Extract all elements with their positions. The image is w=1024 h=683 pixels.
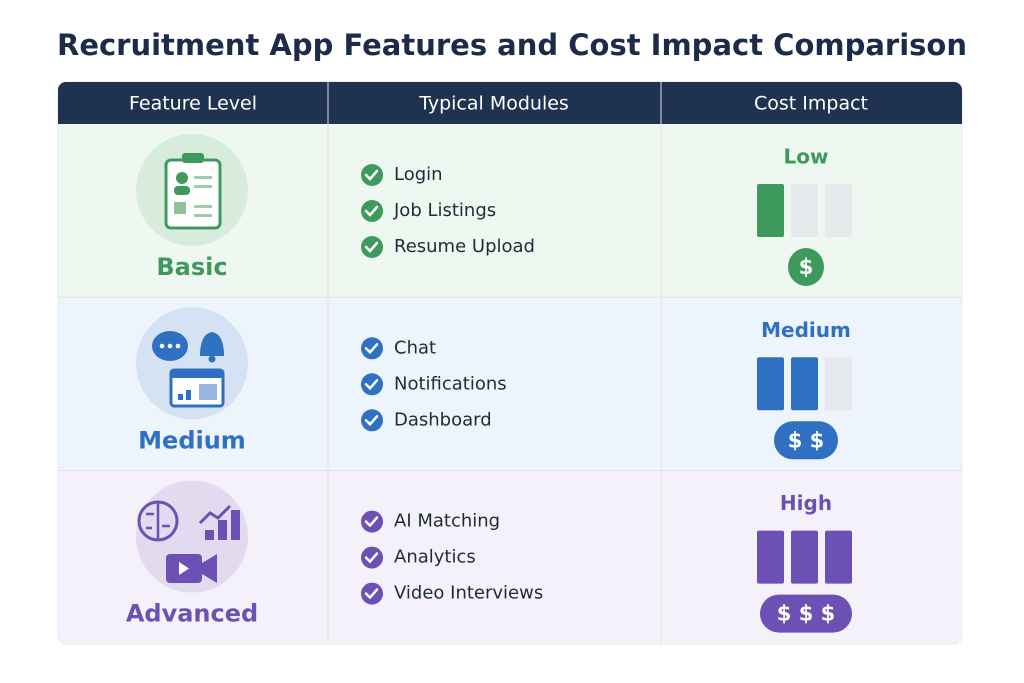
cost-bar-empty xyxy=(825,357,852,411)
cost-label: Low xyxy=(784,145,829,169)
cost-label: High xyxy=(780,491,832,515)
check-mark xyxy=(364,379,379,391)
icon-shape xyxy=(194,185,212,188)
icon-shape xyxy=(178,394,183,400)
table-row: Advanced AI Matching Analytics Video Interv… xyxy=(58,470,962,643)
cost-bar xyxy=(757,357,784,411)
icon-shape xyxy=(194,214,212,217)
price-pill xyxy=(774,421,838,460)
icon-shape xyxy=(208,355,216,363)
icon-shape xyxy=(182,153,204,163)
icon-shape xyxy=(199,384,217,400)
module-name: AI Matching xyxy=(394,511,500,532)
price-symbol: $ $ $ xyxy=(777,602,835,626)
check-mark xyxy=(364,516,379,528)
icon-shape xyxy=(146,503,170,540)
module-name: Dashboard xyxy=(394,409,492,430)
module-name: Chat xyxy=(394,337,436,358)
check-mark xyxy=(364,588,379,600)
module-name: Job Listings xyxy=(393,200,496,221)
icon-shape xyxy=(198,504,232,525)
cost-bar-empty xyxy=(825,184,852,237)
icon-shape xyxy=(167,343,173,349)
column-header: Typical Modules xyxy=(418,93,569,115)
table-row: Basic Login Job Listings Resume Upload Low $ xyxy=(59,124,961,298)
table-row: Medium Chat Notifications Dashboard Medium $ … xyxy=(58,296,962,471)
check-mark xyxy=(364,552,379,564)
cost-label: Medium xyxy=(761,318,851,342)
icon-shape xyxy=(175,343,181,349)
module-name: Analytics xyxy=(394,547,476,568)
icon-shape xyxy=(174,186,190,195)
price-pill xyxy=(788,248,824,286)
icon-shape xyxy=(194,205,212,208)
icon-shape xyxy=(194,176,212,179)
icon-shape xyxy=(202,554,217,583)
table-header xyxy=(58,82,962,124)
price-symbol: $ $ xyxy=(788,428,825,452)
page-title: Recruitment App Features and Cost Impact… xyxy=(57,28,967,62)
module-name: Resume Upload xyxy=(394,236,535,257)
cost-bar xyxy=(791,530,818,584)
cost-bar xyxy=(757,530,784,584)
icon-shape xyxy=(164,158,222,230)
icon-shape xyxy=(218,520,227,540)
feature-level: Basic xyxy=(156,253,227,281)
check-mark xyxy=(364,415,379,427)
module-name: Login xyxy=(394,164,443,185)
cost-bar xyxy=(825,530,852,584)
icon-shape xyxy=(176,172,188,184)
price-pill xyxy=(760,594,852,633)
cost-bar xyxy=(791,357,818,411)
icon-shape xyxy=(174,202,186,214)
cost-bar-empty xyxy=(791,184,818,237)
column-header: Cost Impact xyxy=(754,93,868,115)
module-name: Video Interviews xyxy=(394,583,543,604)
column-header: Feature Level xyxy=(129,93,257,115)
icon-shape xyxy=(159,343,165,349)
check-mark xyxy=(364,343,379,355)
icon-shape xyxy=(171,370,223,378)
icon-shape xyxy=(231,510,240,540)
cost-bar xyxy=(757,184,784,237)
icon-shape xyxy=(205,530,214,540)
icon-shape xyxy=(200,332,224,356)
icon-circle xyxy=(136,480,248,593)
feature-level: Advanced xyxy=(126,600,258,628)
price-symbol: $ xyxy=(799,255,814,279)
icon-shape xyxy=(179,562,189,575)
check-mark xyxy=(364,241,379,253)
check-mark xyxy=(364,205,379,217)
icon-shape xyxy=(186,390,191,400)
check-mark xyxy=(364,169,379,181)
feature-level: Medium xyxy=(138,426,246,454)
module-name: Notifications xyxy=(394,373,507,394)
